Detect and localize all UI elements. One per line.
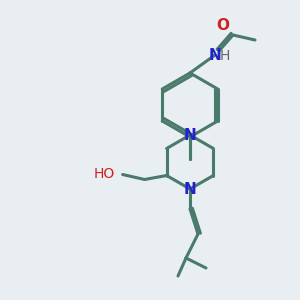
Text: H: H: [220, 49, 230, 63]
Text: N: N: [184, 182, 196, 196]
Text: N: N: [208, 47, 221, 62]
Text: O: O: [217, 17, 230, 32]
Text: N: N: [184, 128, 196, 142]
Text: HO: HO: [93, 167, 115, 181]
